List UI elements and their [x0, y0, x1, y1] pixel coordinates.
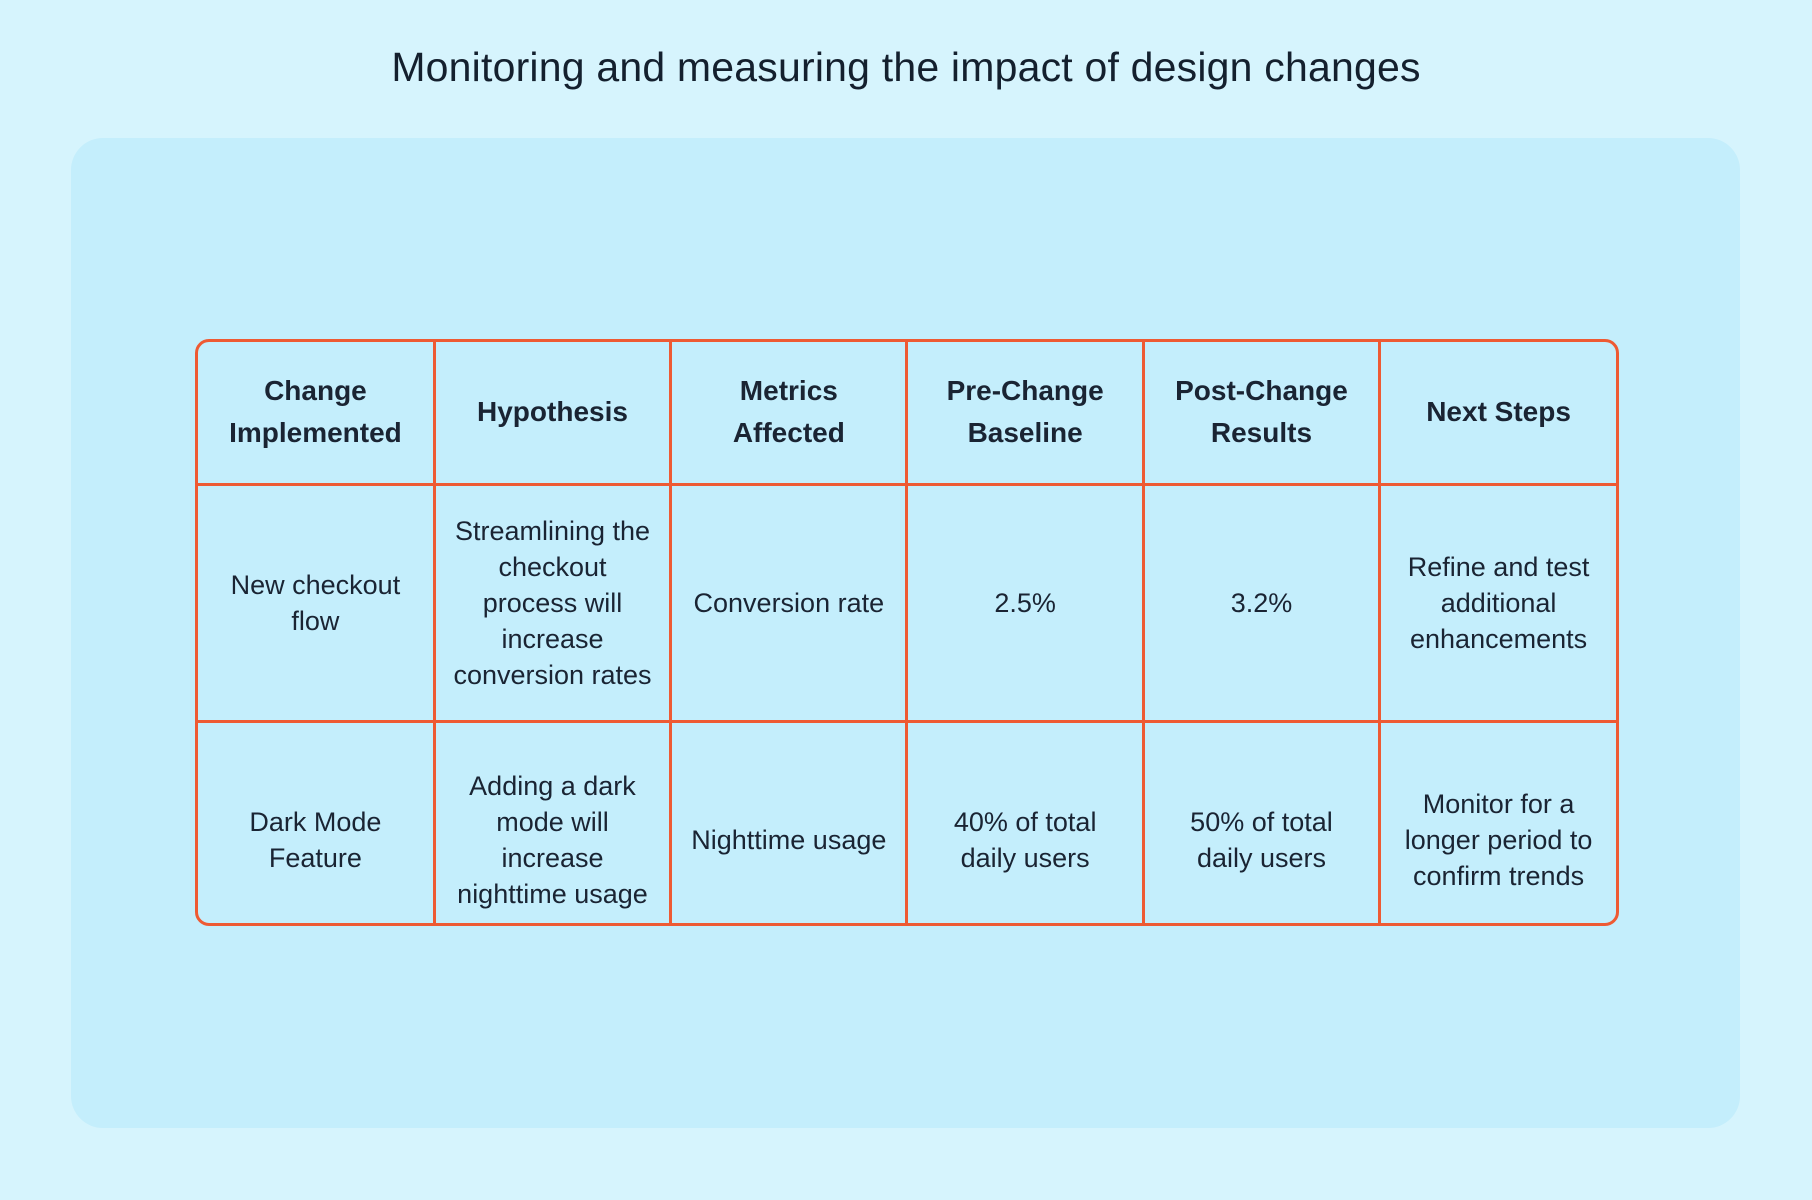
impact-table: Change Implemented Hypothesis Metrics Af…: [198, 342, 1616, 923]
header-next-steps: Next Steps: [1378, 342, 1616, 486]
cell-hypothesis: Streamlining the checkout process will i…: [432, 482, 673, 723]
cell-metrics-affected: Conversion rate: [669, 482, 909, 723]
cell-hypothesis: Adding a dark mode will increase nightti…: [432, 719, 673, 923]
cell-metrics-affected: Nighttime usage: [669, 719, 909, 923]
cell-pre-change-baseline: 2.5%: [905, 482, 1145, 723]
cell-pre-change-baseline: 40% of total daily users: [905, 719, 1145, 923]
table-row: Dark Mode Feature Adding a dark mode wil…: [198, 719, 1616, 923]
cell-next-steps: Refine and test additional enhancements: [1378, 482, 1616, 723]
cell-next-steps: Monitor for a longer period to confirm t…: [1378, 719, 1616, 923]
cell-post-change-results: 50% of total daily users: [1141, 719, 1382, 923]
impact-table-container: Change Implemented Hypothesis Metrics Af…: [195, 339, 1619, 926]
header-metrics-affected: Metrics Affected: [669, 342, 909, 486]
header-post-change-results: Post-Change Results: [1141, 342, 1382, 486]
table-header-row: Change Implemented Hypothesis Metrics Af…: [198, 342, 1616, 486]
header-change-implemented: Change Implemented: [198, 342, 436, 486]
cell-post-change-results: 3.2%: [1141, 482, 1382, 723]
table-row: New checkout flow Streamlining the check…: [198, 482, 1616, 723]
cell-change-implemented: Dark Mode Feature: [198, 719, 436, 923]
header-pre-change-baseline: Pre-Change Baseline: [905, 342, 1145, 486]
cell-change-implemented: New checkout flow: [198, 482, 436, 723]
header-hypothesis: Hypothesis: [432, 342, 673, 486]
page-title: Monitoring and measuring the impact of d…: [391, 44, 1421, 90]
